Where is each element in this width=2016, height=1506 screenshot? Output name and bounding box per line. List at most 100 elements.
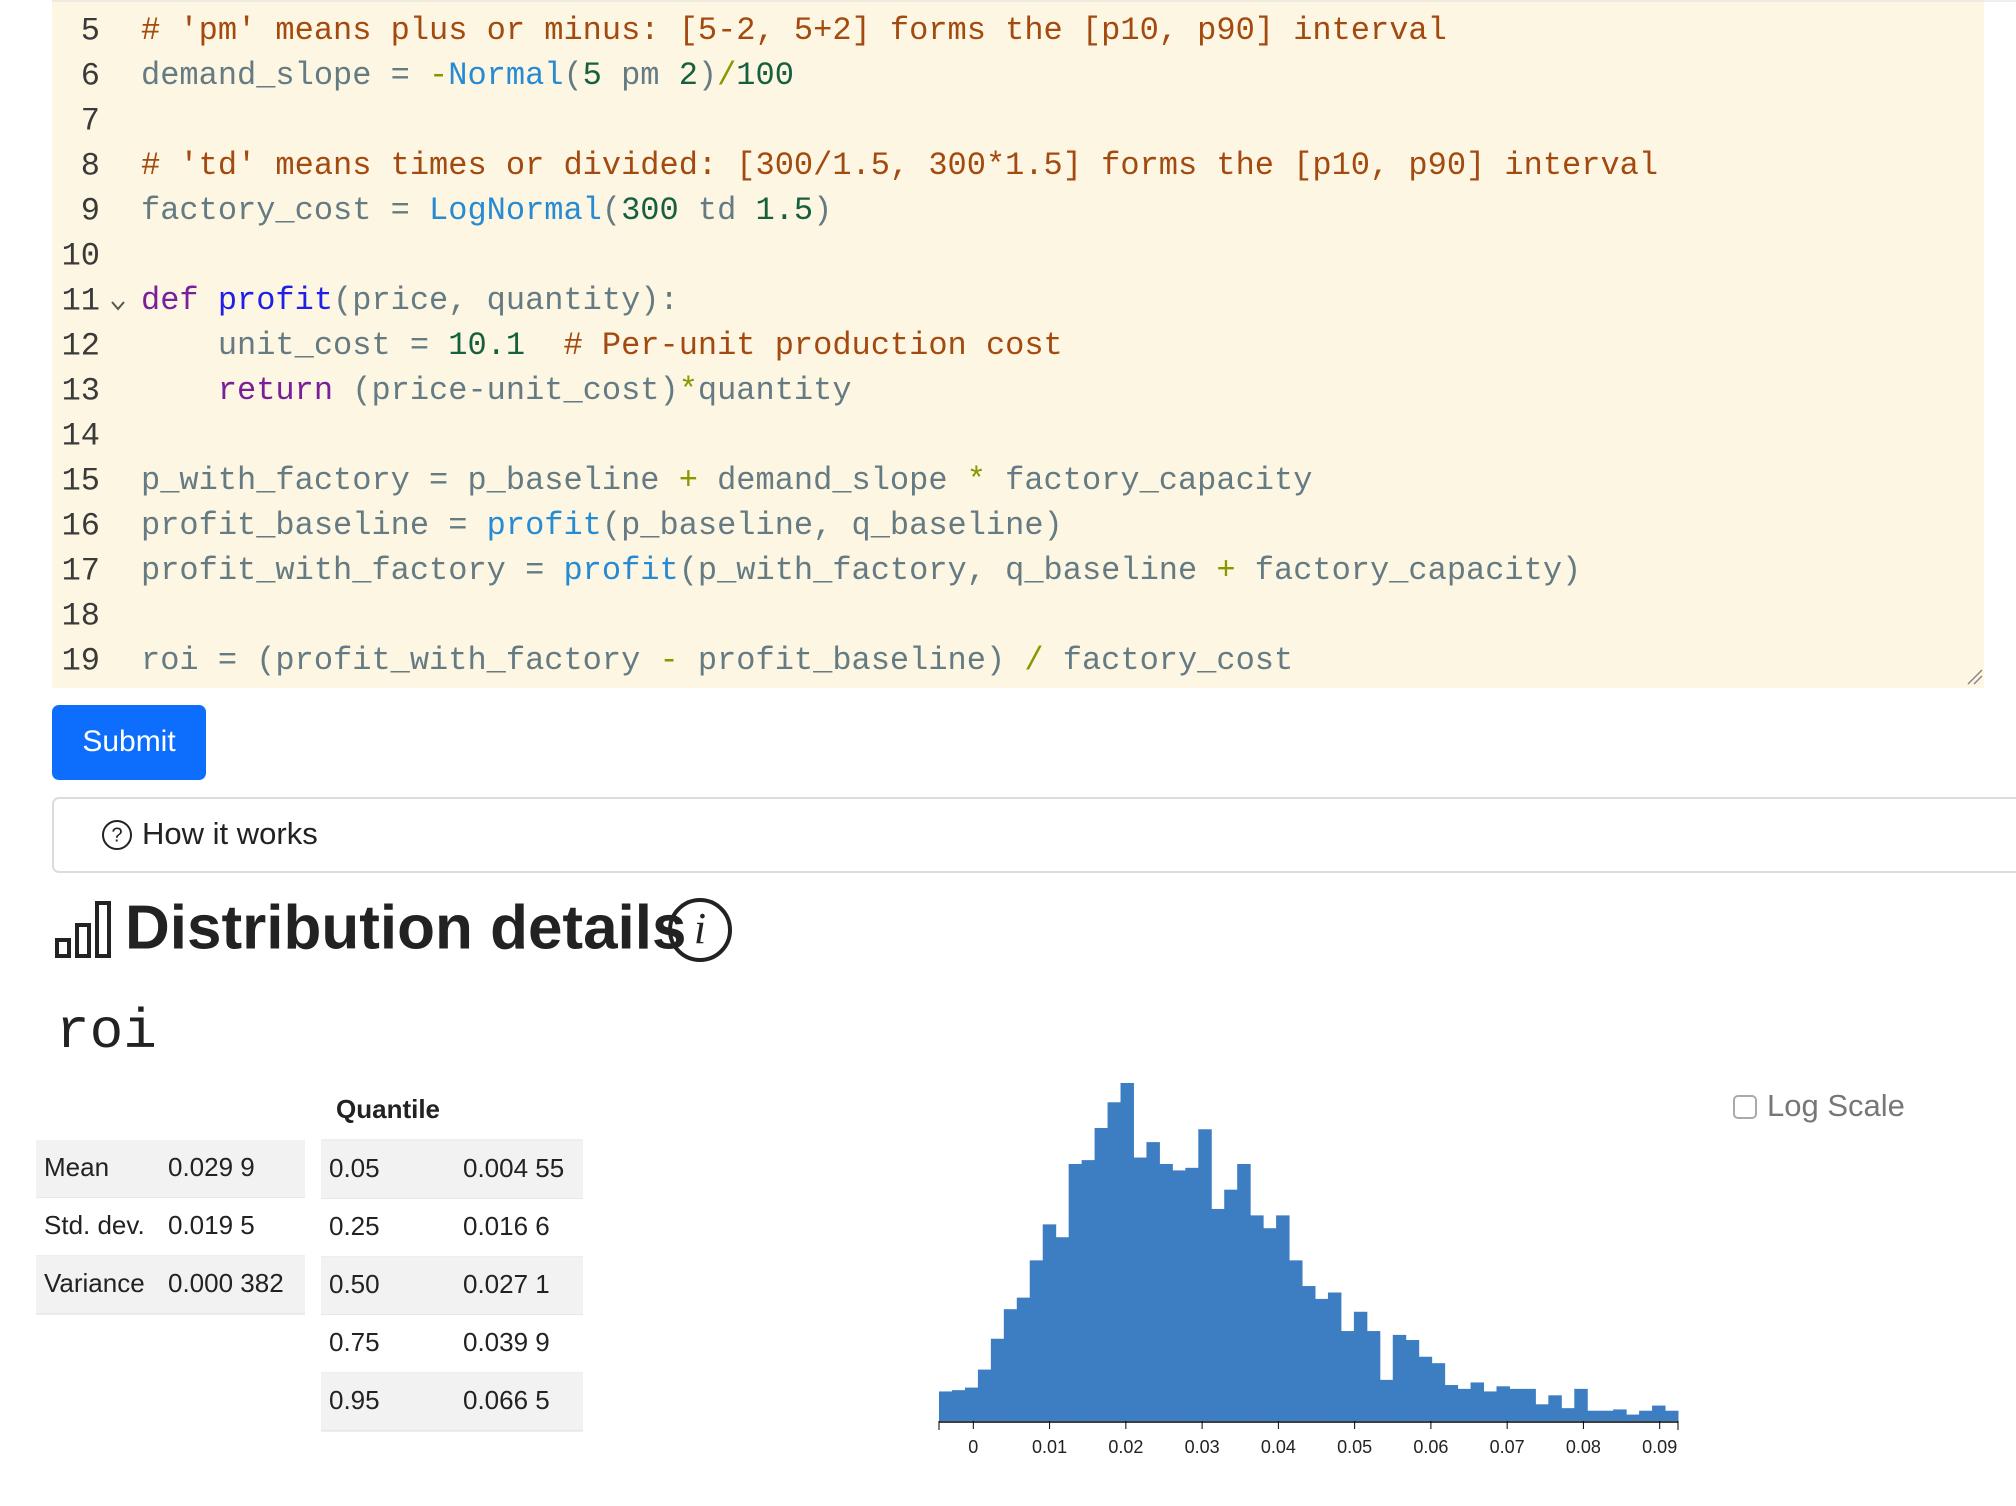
bar [1172,1170,1186,1421]
how-it-works-label[interactable]: How it works [142,816,318,851]
code-token: quantity [698,372,852,409]
code-token: td [679,192,756,229]
table-row [321,1257,583,1315]
x-tick-label: 0 [968,1437,978,1457]
bar [1613,1409,1627,1421]
bar [1652,1405,1666,1421]
code-token: + [1216,552,1235,589]
bar [1587,1410,1601,1421]
bar [1276,1215,1290,1421]
bar [1561,1408,1575,1421]
how-it-works-panel[interactable] [52,797,2016,873]
x-tick-label: 0.07 [1490,1437,1525,1457]
line-number: 14 [62,417,100,454]
info-icon-mark: i [694,904,706,953]
code-token: / [717,57,736,94]
submit-button[interactable] [52,705,206,780]
line-number: 15 [62,462,100,499]
table-row [321,1141,583,1199]
code-token: factory_capacity [986,462,1312,499]
code-token: (p_with_factory, q_baseline [679,552,1217,589]
bar [939,1391,953,1421]
table-row [36,1198,305,1256]
stat-value: 0.019 5 [168,1210,255,1240]
bar [1224,1189,1238,1421]
code-token: profit [563,552,678,589]
code-token: 5 [583,57,602,94]
quantile: 0.05 [329,1153,380,1183]
table-row [321,1315,583,1373]
code-line: # 'pm' means plus or minus: [5-2, 5+2] f… [141,12,1447,49]
help-icon [102,820,132,850]
bar [1068,1163,1083,1421]
code-token: profit [218,282,333,319]
code-token: * [967,462,986,499]
code-token: / [1024,642,1043,679]
code-line: p_with_factory = p_baseline + demand_slo… [141,462,1312,499]
code-token: Normal [448,57,563,94]
bar [1509,1388,1523,1421]
bar [1159,1163,1173,1421]
bar [1535,1404,1549,1421]
code-line: def profit(price, quantity): [141,282,679,319]
bar [990,1338,1005,1421]
log-scale-checkbox[interactable] [1733,1095,1757,1119]
stat-name: Mean [44,1152,109,1182]
bar [1483,1391,1497,1421]
stat-value: 0.000 382 [168,1268,284,1298]
code-token: unit_cost = [141,327,448,364]
code-token: (price-unit_cost) [333,372,679,409]
info-icon[interactable] [668,898,732,962]
code-token: def [141,282,199,319]
bar [1548,1395,1562,1421]
bar [1353,1311,1368,1421]
quantile-value: 0.066 5 [463,1385,550,1415]
code-token: 10.1 [448,327,525,364]
stat-name: Variance [44,1268,145,1298]
x-tick-label: 0.02 [1108,1437,1143,1457]
code-token: ) [698,57,717,94]
bar [1289,1260,1303,1421]
quantile-header: Quantile [336,1094,440,1124]
bar [977,1369,992,1421]
bar [1211,1208,1225,1421]
bar [1120,1083,1134,1421]
line-number: 19 [62,642,100,679]
line-number: 10 [62,237,100,274]
code-token: factory_cost [1044,642,1294,679]
code-token: profit_with_factory = [141,552,563,589]
code-token: demand_slope [698,462,967,499]
quantile-value: 0.004 55 [463,1153,564,1183]
bar [1340,1331,1355,1421]
x-tick-label: 0.08 [1566,1437,1601,1457]
code-token: profit_baseline) [679,642,1025,679]
resize-handle[interactable] [1967,669,1983,685]
code-line: factory_cost = LogNormal(300 td 1.5) [141,192,832,229]
x-tick-label: 0.04 [1261,1437,1296,1457]
bar [1379,1379,1394,1421]
line-number: 11 [62,282,100,319]
bar [1392,1334,1407,1421]
code-token: factory_cost = [141,192,429,229]
code-editor[interactable] [52,0,1984,688]
bar [1250,1215,1264,1421]
bar [1366,1331,1381,1421]
code-token: + [679,462,698,499]
tables: Mean 0.029 9 Std. dev. 0.019 5 Variance 0.000… [36,1094,583,1432]
x-tick-label: 0.03 [1185,1437,1220,1457]
code-token: demand_slope = [141,57,429,94]
code-line: return (price-unit_cost)*quantity [141,372,852,409]
bar [1405,1340,1420,1421]
submit-label[interactable]: Submit [82,725,176,758]
fold-marker[interactable] [111,301,125,311]
code-token: factory_capacity) [1236,552,1582,589]
bar [1522,1388,1536,1421]
x-tick-label: 0.06 [1413,1437,1448,1457]
code-token: (p_baseline, q_baseline) [602,507,1063,544]
table-row [321,1199,583,1257]
line-number: 9 [81,192,100,229]
x-tick-label: 0.09 [1642,1437,1677,1457]
quantile-value: 0.027 1 [463,1269,550,1299]
bar [1146,1142,1160,1421]
log-scale-label[interactable]: Log Scale [1767,1088,1905,1123]
